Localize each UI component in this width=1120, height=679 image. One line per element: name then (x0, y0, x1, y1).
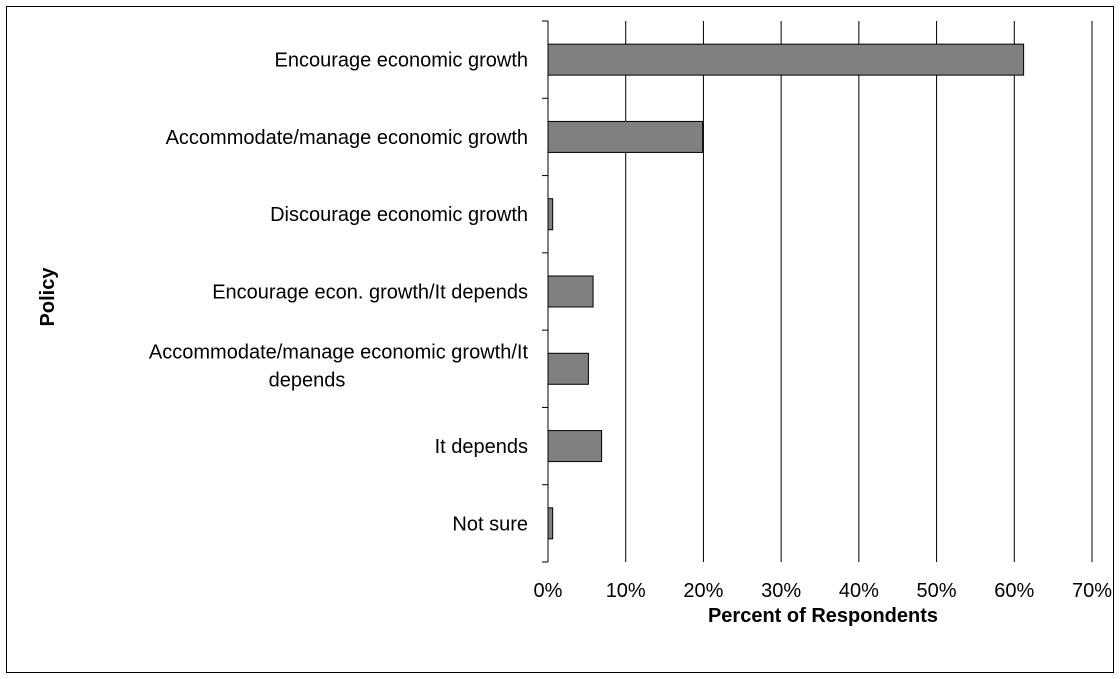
bar (547, 120, 704, 153)
x-tick-label: 20% (683, 580, 723, 602)
x-tick-label: 40% (839, 580, 879, 602)
category-labels: Encourage economic growth Accommodate/man… (149, 50, 529, 536)
category-label: Discourage economic growth (270, 204, 528, 226)
x-tick-label: 70% (1072, 580, 1112, 602)
x-tick-label: 60% (994, 580, 1034, 602)
category-label: Encourage economic growth (275, 50, 528, 72)
chart-frame: Encourage economic growth Accommodate/man… (6, 6, 1114, 673)
bar (547, 275, 594, 308)
category-label: Encourage econ. growth/It depends (212, 282, 528, 304)
x-tick-labels: 0% 10% 20% 30% 40% 50% 60% 70% (534, 580, 1113, 602)
category-label: Accommodate/manage economic growth (166, 127, 528, 149)
bars (547, 43, 1025, 540)
bar (547, 352, 589, 385)
x-tick-label: 30% (761, 580, 801, 602)
x-tick-label: 50% (917, 580, 957, 602)
gridlines (625, 21, 1093, 562)
y-axis-title: Policy (37, 267, 59, 327)
x-tick-label: 0% (534, 580, 563, 602)
category-label: Not sure (452, 513, 528, 535)
category-label-continuation: depends (269, 369, 346, 391)
bar (547, 43, 1025, 76)
axes (542, 20, 549, 563)
x-axis-title: Percent of Respondents (708, 605, 938, 627)
bar-chart: Encourage economic growth Accommodate/man… (37, 20, 1113, 627)
bar (547, 507, 554, 540)
bar (547, 198, 554, 231)
category-label: Accommodate/manage economic growth/It (149, 341, 529, 363)
bar (547, 430, 603, 463)
category-label: It depends (435, 436, 528, 458)
x-tick-label: 10% (606, 580, 646, 602)
